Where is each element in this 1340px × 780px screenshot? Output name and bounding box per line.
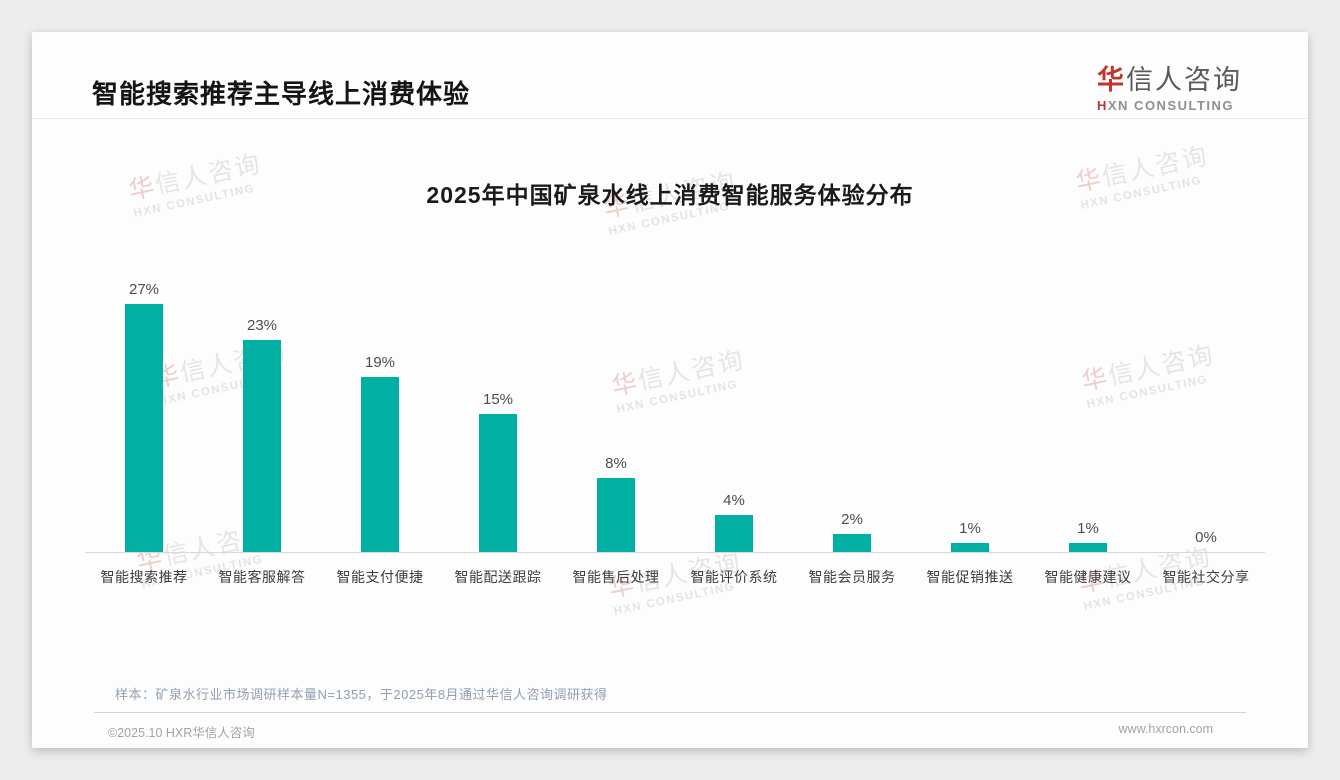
page-title: 智能搜索推荐主导线上消费体验 (92, 79, 471, 109)
logo-cn-text: 华信人咨询 (1097, 58, 1242, 97)
report-card: 华信人咨询 HXN CONSULTING 华信人咨询 HXN CONSULTING 华信… (32, 32, 1308, 748)
header-divider (32, 118, 1308, 119)
bar (1069, 542, 1107, 552)
x-axis-label: 智能社交分享 (1162, 569, 1250, 585)
bar-slot: 2% (793, 273, 911, 552)
footer-copyright: ©2025.10 HXR华信人咨询 (108, 726, 255, 740)
x-axis-label: 智能评价系统 (690, 569, 778, 585)
x-axis-label: 智能客服解答 (218, 569, 306, 585)
bar-value-label: 1% (1077, 519, 1099, 537)
logo-sub-text: HXN CONSULTING (1097, 98, 1242, 113)
bar-slot: 15% (439, 273, 557, 552)
x-axis-label: 智能促销推送 (926, 569, 1014, 585)
sample-note: 样本：矿泉水行业市场调研样本量N=1355，于2025年8月通过华信人咨询调研获… (115, 687, 608, 702)
bar-value-label: 27% (128, 280, 160, 298)
x-axis: 智能搜索推荐 智能客服解答 智能支付便捷 智能配送跟踪 智能售后处理 智能评价系统 智能会员… (85, 567, 1265, 587)
logo-sub-accent: H (1097, 98, 1108, 113)
x-axis-label: 智能售后处理 (572, 569, 660, 585)
bar-slot: 0% (1147, 273, 1265, 552)
bar-slot: 8% (557, 273, 675, 552)
bar (125, 303, 163, 552)
bar (715, 515, 753, 552)
logo-cn-accent: 华 (1097, 65, 1126, 95)
bar-value-label: 1% (959, 519, 981, 537)
bar-chart: 27% 23% 19% 15% 8% 4% 2% 1% 1% 0% 智能搜索推荐 智能客服解答 智能支… (85, 273, 1265, 587)
bar-value-label: 8% (605, 455, 627, 473)
bar-value-label: 0% (1195, 529, 1217, 546)
x-axis-label: 智能支付便捷 (336, 569, 424, 585)
chart-plot-area: 27% 23% 19% 15% 8% 4% 2% 1% 1% 0% (85, 273, 1265, 553)
bar (479, 414, 517, 552)
bar (361, 377, 399, 552)
company-logo: 华信人咨询 HXN CONSULTING (1097, 58, 1242, 113)
logo-sub-rest: XN CONSULTING (1107, 98, 1235, 113)
bar (597, 478, 635, 552)
bar-slot: 23% (203, 273, 321, 552)
bar-value-label: 15% (482, 391, 514, 408)
bar-value-label: 2% (841, 510, 863, 528)
x-axis-label: 智能健康建议 (1044, 569, 1132, 585)
x-axis-label: 智能会员服务 (808, 569, 896, 585)
bar (833, 533, 871, 552)
bar (243, 340, 281, 552)
bar-value-label: 19% (364, 354, 396, 372)
bar-value-label: 4% (723, 492, 745, 510)
bar-value-label: 23% (246, 317, 278, 335)
bar-slot: 1% (911, 273, 1029, 552)
chart-title: 2025年中国矿泉水线上消费智能服务体验分布 (426, 182, 914, 208)
bar-slot: 19% (321, 273, 439, 552)
bar-slot: 27% (85, 273, 203, 552)
footer-divider (94, 712, 1246, 713)
bar (951, 542, 989, 552)
bar-slot: 1% (1029, 273, 1147, 552)
footer-website: www.hxrcon.com (1118, 722, 1213, 736)
logo-cn-rest: 信人咨询 (1126, 65, 1242, 95)
x-axis-label: 智能配送跟踪 (454, 569, 542, 585)
bar-slot: 4% (675, 273, 793, 552)
x-axis-label: 智能搜索推荐 (100, 569, 188, 585)
